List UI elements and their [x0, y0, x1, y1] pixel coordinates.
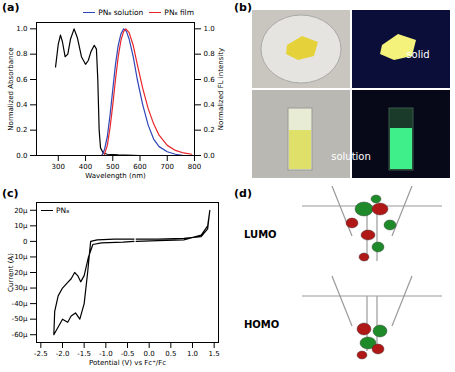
svg-text:-0.5: -0.5 [121, 350, 135, 358]
svg-text:20μ: 20μ [14, 207, 28, 215]
svg-text:0.4: 0.4 [16, 101, 28, 109]
html-text:PN₈ solution: PN₈ solution [98, 8, 144, 17]
svg-text:-30μ: -30μ [11, 284, 28, 293]
svg-text:LUMO: LUMO [244, 229, 277, 240]
svg-text:0.6: 0.6 [16, 76, 28, 84]
svg-text:0.0: 0.0 [144, 350, 155, 358]
svg-text:0.0: 0.0 [204, 152, 215, 160]
svg-text:300: 300 [52, 163, 65, 171]
svg-text:Wavelength (nm): Wavelength (nm) [85, 172, 146, 180]
svg-text:Normalized Absorbance: Normalized Absorbance [7, 47, 15, 130]
svg-text:500: 500 [106, 163, 119, 171]
svg-text:0.6: 0.6 [204, 76, 216, 84]
html-text:(d): (d) [234, 187, 252, 200]
svg-text:Normalized FL intensity: Normalized FL intensity [217, 48, 225, 130]
svg-text:-1.5: -1.5 [77, 350, 91, 358]
svg-text:600: 600 [133, 163, 146, 171]
svg-text:-2.5: -2.5 [34, 350, 48, 358]
svg-text:-10μ: -10μ [11, 253, 28, 262]
html-text:PN₈ film: PN₈ film [164, 8, 194, 17]
svg-text:0.8: 0.8 [16, 50, 27, 58]
html-text:(b): (b) [234, 1, 252, 14]
html-text:PN₈: PN₈ [56, 206, 70, 215]
svg-text:-40μ: -40μ [12, 300, 28, 308]
svg-text:1.5: 1.5 [209, 350, 220, 358]
svg-text:0.2: 0.2 [16, 126, 27, 134]
svg-text:-60μ: -60μ [12, 331, 28, 339]
svg-text:Current (A): Current (A) [7, 253, 15, 292]
svg-text:HOMO: HOMO [244, 319, 279, 330]
svg-text:700: 700 [161, 163, 174, 171]
html-text:(a): (a) [2, 1, 20, 14]
svg-text:0.2: 0.2 [204, 126, 215, 134]
svg-text:800: 800 [188, 163, 201, 171]
svg-text:-20μ: -20μ [11, 268, 28, 277]
svg-text:1.0: 1.0 [16, 25, 27, 33]
svg-text:-1.0: -1.0 [99, 350, 113, 358]
svg-text:-50μ: -50μ [12, 315, 28, 323]
svg-text:0.0: 0.0 [16, 152, 27, 160]
svg-text:solution: solution [331, 151, 371, 162]
svg-text:1.0: 1.0 [204, 25, 215, 33]
svg-text:solid: solid [406, 49, 429, 60]
svg-text:400: 400 [79, 163, 92, 171]
svg-text:0.4: 0.4 [204, 101, 216, 109]
svg-text:0: 0 [23, 238, 27, 246]
svg-text:1.0: 1.0 [187, 350, 198, 358]
svg-text:-2.0: -2.0 [56, 350, 70, 358]
svg-text:0.8: 0.8 [204, 50, 215, 58]
svg-text:Potential (V) vs Fc⁺/Fc: Potential (V) vs Fc⁺/Fc [89, 359, 166, 367]
svg-text:0.5: 0.5 [165, 350, 176, 358]
html-text:(c): (c) [2, 187, 19, 200]
svg-text:10μ: 10μ [14, 222, 28, 230]
